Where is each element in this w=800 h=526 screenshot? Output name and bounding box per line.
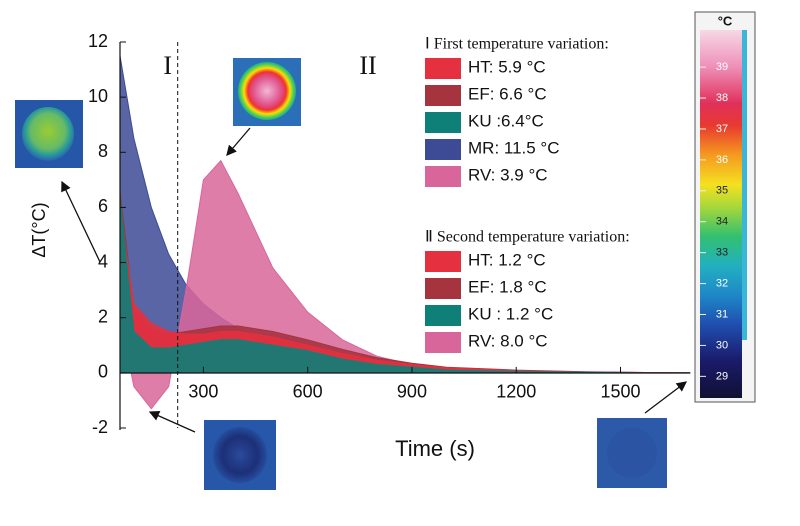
arrow <box>644 381 688 414</box>
legend-label: HT: 5.9 °C <box>468 57 546 76</box>
legend-label: KU :6.4°C <box>468 111 544 130</box>
colorbar-tick-label: 30 <box>716 339 728 351</box>
colorbar-tick-label: 36 <box>716 154 728 166</box>
legend-title: Ⅱ Second temperature variation: <box>425 229 630 246</box>
x-tick-label: 900 <box>397 382 427 402</box>
colorbar-tick-label: 32 <box>716 277 728 289</box>
colorbar-edge <box>742 30 747 340</box>
thermal-spot <box>238 62 296 120</box>
thermal-spot <box>213 427 267 483</box>
legend-label: HT: 1.2 °C <box>468 250 546 269</box>
legend-swatch <box>425 305 461 326</box>
colorbar-title: °C <box>718 13 733 28</box>
legend-swatch <box>425 278 461 299</box>
legend-swatch <box>425 85 461 106</box>
colorbar-tick-label: 35 <box>716 185 728 197</box>
legend-swatch <box>425 112 461 133</box>
y-tick-label: 2 <box>98 306 108 326</box>
legend-swatch <box>425 332 461 353</box>
arrow <box>61 180 101 263</box>
legend-title: Ⅰ First temperature variation: <box>425 36 609 53</box>
legend-label: EF: 6.6 °C <box>468 84 547 103</box>
colorbar-tick-label: 39 <box>716 61 728 73</box>
colorbar-tick-label: 33 <box>716 247 728 259</box>
y-tick-label: 4 <box>98 251 108 271</box>
colorbar <box>700 30 742 398</box>
x-axis-label: Time (s) <box>395 436 475 461</box>
arrow <box>226 127 251 156</box>
legend-label: RV: 3.9 °C <box>468 165 548 184</box>
x-tick-label: 300 <box>188 382 218 402</box>
legend-label: KU : 1.2 °C <box>468 304 553 323</box>
y-tick-label: 10 <box>88 86 108 106</box>
legend-label: MR: 11.5 °C <box>468 138 560 157</box>
y-tick-label: 6 <box>98 196 108 216</box>
legend-swatch <box>425 166 461 187</box>
thermal-spot <box>607 428 657 478</box>
x-tick-label: 1500 <box>600 382 640 402</box>
y-tick-label: 0 <box>98 362 108 382</box>
legend-swatch <box>425 58 461 79</box>
colorbar-tick-label: 29 <box>716 370 728 382</box>
y-tick-label: 8 <box>98 141 108 161</box>
legend-label: EF: 1.8 °C <box>468 277 547 296</box>
y-tick-label: 12 <box>88 31 108 51</box>
thermal-spot <box>22 107 74 161</box>
y-tick-label: -2 <box>92 417 108 437</box>
phase-label: II <box>359 51 376 80</box>
colorbar-tick-label: 37 <box>716 123 728 135</box>
phase-label: I <box>163 51 172 80</box>
colorbar-tick-label: 34 <box>716 216 728 228</box>
legend-label: RV: 8.0 °C <box>468 331 548 350</box>
legend-swatch <box>425 139 461 160</box>
colorbar-tick-label: 31 <box>716 308 728 320</box>
colorbar-tick-label: 38 <box>716 92 728 104</box>
x-tick-label: 1200 <box>496 382 536 402</box>
y-axis-label: ΔT(°C) <box>29 202 49 257</box>
arrow <box>148 410 196 433</box>
legend-swatch <box>425 251 461 272</box>
x-tick-label: 600 <box>293 382 323 402</box>
